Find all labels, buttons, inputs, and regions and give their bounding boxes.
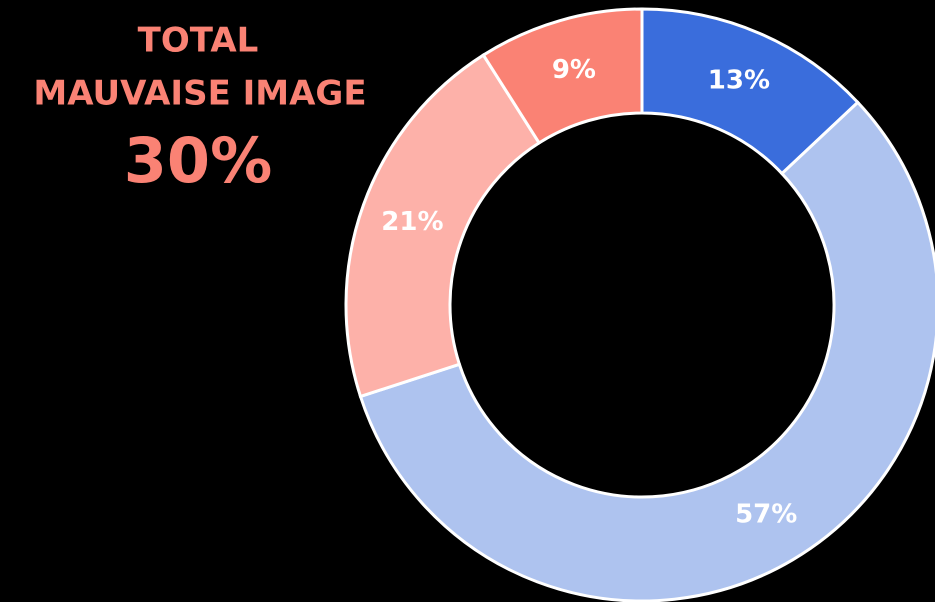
- data-label: 9%: [552, 55, 596, 85]
- annotation: TOTAL: [138, 21, 259, 61]
- data-label: 21%: [381, 207, 443, 237]
- donut-slice: [481, 7, 644, 145]
- annotation: 30%: [124, 124, 272, 197]
- annotation: MAUVAISE IMAGE: [33, 74, 366, 114]
- donut-slice: [358, 100, 935, 602]
- data-label: 13%: [708, 66, 770, 96]
- donut-slice: [344, 53, 542, 399]
- data-label: 57%: [735, 500, 797, 530]
